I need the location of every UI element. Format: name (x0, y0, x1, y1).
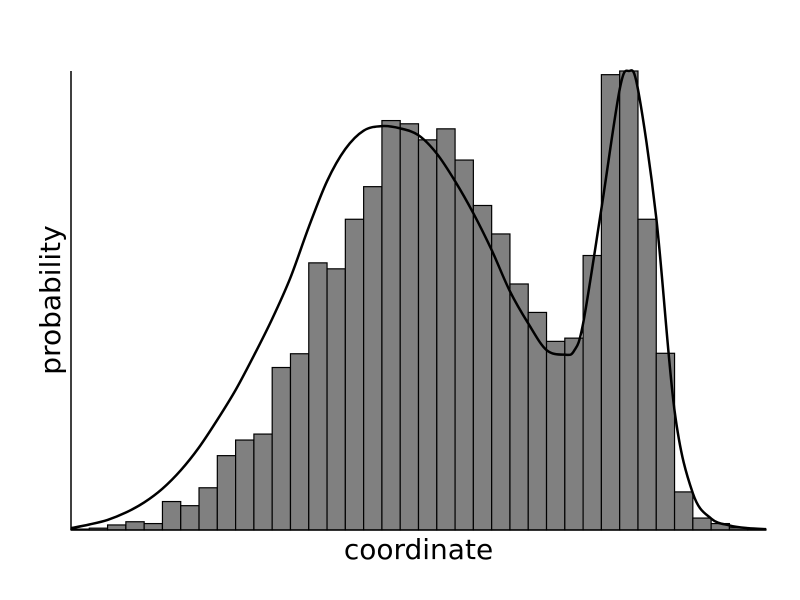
density-curve (70, 69, 767, 531)
histogram-bar (673, 491, 694, 531)
histogram-bar (125, 521, 145, 531)
histogram-bar (527, 311, 548, 531)
histogram-bar (271, 366, 292, 531)
histogram-bar (253, 433, 273, 531)
y-axis-label: probability (34, 225, 67, 374)
histogram-bar (106, 524, 127, 531)
histogram-bar (235, 439, 255, 531)
histogram-bar (161, 500, 182, 531)
histogram-bar (308, 262, 328, 531)
histogram-bar (143, 522, 164, 531)
histogram-bar (180, 505, 200, 531)
histogram-bar (399, 123, 420, 531)
histogram-bar (582, 254, 602, 531)
histogram-bar (289, 353, 310, 531)
histogram-bar (436, 128, 456, 531)
histogram-bar (491, 233, 511, 531)
histogram-bars (70, 70, 767, 531)
histogram-bar (326, 268, 346, 531)
histogram-bar (198, 487, 218, 531)
histogram-bar (344, 218, 365, 531)
histogram-bar (454, 159, 474, 531)
histogram-bar (417, 139, 438, 531)
histogram-bar (545, 340, 566, 531)
histogram-bar (692, 517, 712, 531)
histogram-bar (363, 186, 383, 531)
histogram-bar (472, 204, 493, 531)
x-axis-label: coordinate (344, 533, 493, 566)
histogram-bar (381, 119, 401, 531)
histogram-bar (619, 70, 639, 531)
histogram-bar (637, 218, 657, 531)
histogram-bar (564, 337, 584, 531)
histogram-bar (216, 455, 237, 531)
